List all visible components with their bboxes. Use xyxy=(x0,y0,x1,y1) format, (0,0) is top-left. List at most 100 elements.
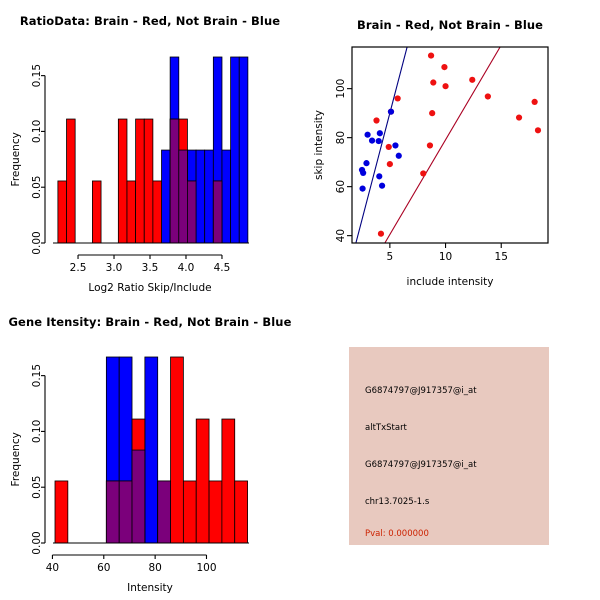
histogram-bar-brain xyxy=(143,118,154,244)
scatter-point-notbrain xyxy=(363,160,370,167)
scatter-point-notbrain xyxy=(368,137,376,144)
histogram-bar-brain xyxy=(170,356,184,544)
histogram-bar-notbrain xyxy=(230,56,240,244)
y-axis-tick-label: 60 xyxy=(335,180,347,193)
panel-gene-histogram: Gene Itensity: Brain - Red, Not Brain - … xyxy=(0,300,300,600)
histogram-bar-overlap xyxy=(118,480,133,544)
histogram-bar-brain xyxy=(221,418,236,544)
histogram-bar-brain xyxy=(208,480,223,544)
x-axis-label: include intensity xyxy=(407,276,494,288)
histogram-bar-brain xyxy=(182,480,197,544)
x-axis-tick-label: 3.5 xyxy=(142,262,159,274)
scatter-point-brain xyxy=(427,52,435,59)
histogram-bar-brain xyxy=(117,118,128,244)
scatter-point-brain xyxy=(484,93,491,100)
scatter-point-brain xyxy=(469,76,476,83)
x-axis-tick-label: 80 xyxy=(148,562,161,574)
histogram-bar-overlap xyxy=(187,180,197,244)
histogram-bar-notbrain xyxy=(195,149,206,244)
histogram-bar-brain xyxy=(54,480,69,544)
histogram-bar-notbrain xyxy=(238,56,249,244)
y-axis-tick-label: 100 xyxy=(335,79,347,99)
histogram-bar-brain xyxy=(195,418,210,544)
histogram-bar-notbrain xyxy=(144,356,159,544)
scatter-point-notbrain xyxy=(387,108,395,115)
scatter-point-notbrain xyxy=(364,131,371,138)
x-axis-tick-label: 4.5 xyxy=(214,262,231,274)
scatter-point-notbrain xyxy=(376,130,383,137)
y-axis-tick-label: 0.05 xyxy=(31,176,43,199)
histogram-bar-brain xyxy=(234,480,248,544)
histogram-bar-brain xyxy=(126,180,137,244)
scatter-point-brain xyxy=(377,230,385,237)
scatter-point-notbrain xyxy=(395,152,402,159)
scatter-point-brain xyxy=(394,95,401,102)
histogram-bar-brain xyxy=(152,180,162,244)
scatter-point-notbrain xyxy=(359,185,366,192)
histogram-bar-overlap xyxy=(157,480,171,544)
y-axis-tick-label: 0.15 xyxy=(31,364,43,387)
scatter-svg: 40 60 80 100 5 10 15 include intensity skip inte… xyxy=(313,46,549,288)
scatter-point-brain xyxy=(531,98,538,105)
scatter-point-brain xyxy=(429,110,436,117)
x-axis-tick-label: 40 xyxy=(46,562,59,574)
x-axis-label: Intensity xyxy=(127,582,173,594)
x-axis-tick-label: 15 xyxy=(495,251,508,263)
scatter-point-brain xyxy=(373,117,380,124)
histogram-bar-overlap xyxy=(131,449,146,544)
scatter-point-notbrain xyxy=(360,169,367,177)
histogram-bar-brain xyxy=(135,118,145,244)
scatter-point-brain xyxy=(534,127,542,134)
y-axis-tick-label: 40 xyxy=(335,229,347,242)
histogram-bar-brain xyxy=(92,180,102,244)
histogram-bar-overlap xyxy=(212,180,223,244)
scatter-point-brain xyxy=(430,79,437,86)
regression-line-not-brain-fit xyxy=(355,47,408,243)
info-line-event-type: altTxStart xyxy=(365,423,407,433)
histogram-bar-overlap xyxy=(105,480,120,544)
x-axis-tick-label: 10 xyxy=(439,251,452,263)
gene-histogram-svg: 0.00 0.05 0.10 0.15 40 60 80 100 Intensity Freque… xyxy=(10,356,249,594)
info-line-probeset-id: G6874797@J917357@i_at xyxy=(365,386,477,396)
x-axis-tick-label: 60 xyxy=(97,562,110,574)
info-line-chromosome: chr13.7025-1.s xyxy=(365,497,430,507)
x-axis-tick-label: 100 xyxy=(196,562,216,574)
y-axis-tick-label: 0.15 xyxy=(31,64,43,87)
histogram-bar-notbrain xyxy=(204,149,214,244)
histogram-bar-overlap xyxy=(169,118,180,244)
y-axis-label: skip intensity xyxy=(313,110,325,180)
ratio-histogram-title: RatioData: Brain - Red, Not Brain - Blue xyxy=(19,14,281,28)
panel-ratio-histogram: RatioData: Brain - Red, Not Brain - Blue… xyxy=(0,0,300,300)
info-line-pval: Pval: 0.000000 xyxy=(365,529,429,539)
plot-frame xyxy=(351,46,549,244)
scatter-point-brain xyxy=(442,83,449,90)
y-axis-tick-label: 0.00 xyxy=(31,531,43,554)
scatter-point-brain xyxy=(420,170,427,177)
info-line-probeset-id-2: G6874797@J917357@i_at xyxy=(365,460,477,470)
scatter-point-notbrain xyxy=(392,142,399,149)
histogram-bar-brain xyxy=(57,180,67,244)
x-axis-label: Log2 Ratio Skip/Include xyxy=(88,282,211,294)
regression-line-brain-fit xyxy=(384,47,501,243)
scatter-title: Brain - Red, Not Brain - Blue xyxy=(356,18,544,32)
y-axis-label: Frequency xyxy=(10,432,22,486)
x-axis-tick-label: 2.5 xyxy=(70,262,87,274)
histogram-bar-brain xyxy=(66,118,76,244)
histogram-bar-notbrain xyxy=(161,149,171,244)
y-axis-label: Frequency xyxy=(10,132,22,186)
y-axis-tick-label: 80 xyxy=(335,131,347,144)
histogram-bar-overlap xyxy=(178,149,188,244)
y-axis-tick-label: 0.10 xyxy=(31,420,43,443)
x-axis-tick-label: 4.0 xyxy=(178,262,195,274)
x-axis-tick-label: 3.0 xyxy=(106,262,123,274)
probe-info-panel: G6874797@J917357@i_at altTxStart G687479… xyxy=(349,347,549,545)
gene-histogram-title: Gene Itensity: Brain - Red, Not Brain - … xyxy=(8,315,292,329)
scatter-point-brain xyxy=(426,142,434,149)
scatter-point-notbrain xyxy=(378,182,386,189)
scatter-point-brain xyxy=(385,143,392,151)
scatter-point-notbrain xyxy=(376,173,383,180)
y-axis-tick-label: 0.05 xyxy=(31,476,43,499)
y-axis-tick-label: 0.00 xyxy=(31,231,43,254)
scatter-point-notbrain xyxy=(375,137,382,145)
